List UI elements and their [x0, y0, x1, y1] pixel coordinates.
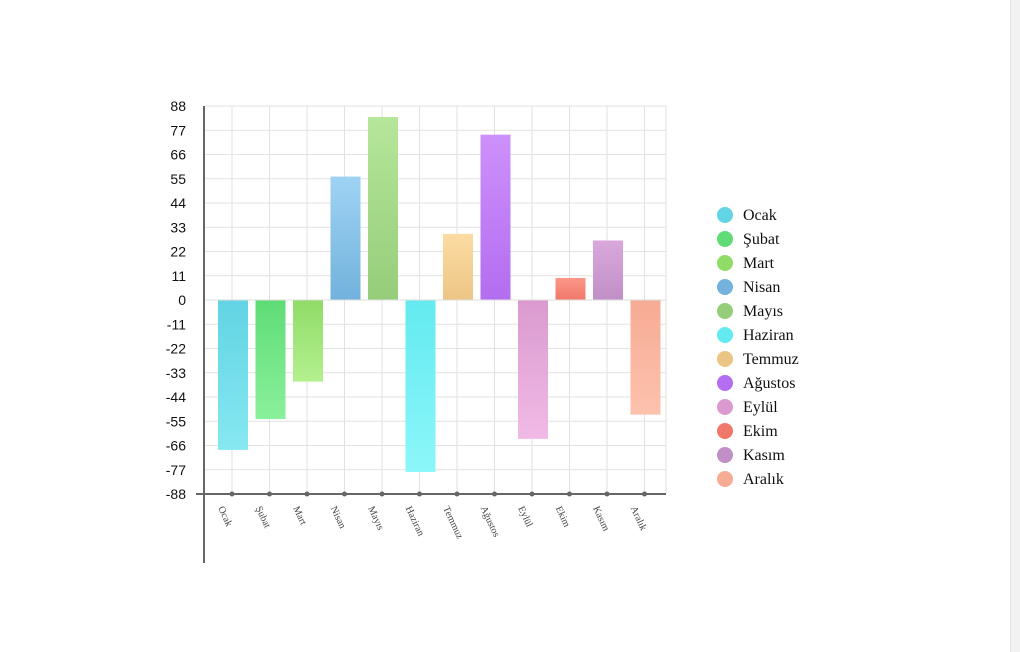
bar-nisan[interactable] [330, 176, 361, 300]
x-tick-label: Temmuz [440, 505, 465, 542]
y-tick-label: -66 [166, 438, 186, 454]
bar-eylül[interactable] [518, 300, 548, 439]
x-tick-label: Ekim [553, 505, 572, 529]
legend-swatch [717, 351, 733, 367]
y-tick-label: -55 [166, 413, 186, 429]
legend-swatch [717, 279, 733, 295]
legend-swatch [717, 423, 733, 439]
legend-label: Eylül [743, 399, 778, 416]
legend-swatch [717, 207, 733, 223]
legend-swatch [717, 303, 733, 319]
bar-haziran[interactable] [405, 300, 436, 472]
bar-ocak[interactable] [218, 300, 248, 450]
axes [196, 106, 666, 563]
legend-item-ocak[interactable]: Ocak [717, 207, 777, 224]
x-tick-dot [492, 491, 497, 497]
legend-item-şubat[interactable]: Şubat [717, 231, 780, 248]
legend-swatch [717, 447, 733, 463]
legend-label: Ekim [743, 423, 778, 440]
y-tick-label: 22 [170, 244, 186, 260]
x-tick-label: Mayıs [365, 505, 386, 532]
legend-item-temmuz[interactable]: Temmuz [717, 351, 799, 368]
y-tick-label: 11 [171, 268, 186, 284]
legend-item-nisan[interactable]: Nisan [717, 279, 780, 296]
legend-label: Aralık [743, 471, 784, 488]
y-tick-label: -22 [166, 341, 186, 357]
legend-item-mayıs[interactable]: Mayıs [717, 303, 783, 320]
y-tick-label: -11 [167, 316, 186, 332]
legend-label: Ocak [743, 207, 777, 224]
x-tick-dot [342, 491, 347, 497]
y-tick-label: -77 [166, 462, 186, 478]
y-tick-label: 33 [170, 219, 186, 235]
legend-item-ekim[interactable]: Ekim [717, 423, 778, 440]
x-tick-label: Kasım [590, 505, 611, 534]
legend-item-ağustos[interactable]: Ağustos [717, 375, 795, 392]
y-tick-label: 44 [170, 195, 186, 211]
y-tick-label: -33 [166, 365, 186, 381]
legend: Ocak Şubat Mart Nisan Mayıs Haziran Temmuz Ağus… [717, 207, 799, 488]
bar-aralık[interactable] [630, 300, 661, 415]
x-tick-dot [529, 491, 535, 497]
x-tick-dot [417, 491, 422, 497]
x-tick-label: Ocak [215, 505, 234, 529]
x-tick-dot [267, 491, 272, 497]
x-tick-label: Şubat [253, 505, 273, 530]
x-tick-label: Haziran [403, 505, 426, 538]
y-tick-label: -44 [166, 389, 186, 405]
x-tick-label: Nisan [328, 505, 348, 531]
legend-item-kasım[interactable]: Kasım [717, 447, 785, 464]
legend-label: Mayıs [743, 303, 783, 320]
y-tick-label: 66 [170, 147, 186, 163]
x-tick-dot [567, 491, 572, 497]
legend-label: Ağustos [743, 375, 795, 392]
legend-swatch [717, 375, 733, 391]
scrollbar-track[interactable] [1010, 0, 1020, 652]
x-tick-label: Mart [290, 505, 308, 527]
bar-mart[interactable] [293, 300, 323, 382]
legend-label: Mart [743, 255, 775, 272]
y-tick-label: 0 [178, 292, 186, 308]
x-tick-label: Eylül [515, 505, 534, 529]
legend-label: Temmuz [743, 351, 799, 368]
bar-ağustos[interactable] [480, 134, 511, 300]
legend-item-haziran[interactable]: Haziran [717, 327, 794, 344]
y-tick-label: 77 [170, 122, 186, 138]
legend-swatch [717, 231, 733, 247]
y-tick-label: -88 [166, 486, 186, 502]
legend-item-aralık[interactable]: Aralık [717, 471, 784, 488]
bar-temmuz[interactable] [443, 233, 473, 300]
x-axis-tick-labels: Ocak Şubat Mart Nisan Mayıs Haziran Temmuz Ağus… [215, 505, 648, 542]
bar-şubat[interactable] [255, 300, 286, 420]
x-tick-dot [642, 491, 647, 497]
legend-swatch [717, 327, 733, 343]
legend-item-mart[interactable]: Mart [717, 255, 775, 272]
legend-label: Nisan [743, 279, 780, 296]
legend-swatch [717, 255, 733, 271]
y-tick-label: 55 [170, 171, 186, 187]
x-tick-dot [454, 491, 460, 497]
x-tick-dot [304, 491, 310, 497]
legend-swatch [717, 399, 733, 415]
bar-kasım[interactable] [593, 240, 623, 300]
y-axis-tick-labels: 88 77 66 55 44 33 22 11 0 -11 -22 -33 -44 -55 -66 -77 -8… [166, 98, 186, 502]
bar-mayıs[interactable] [368, 117, 398, 300]
legend-label: Şubat [743, 231, 780, 248]
x-tick-label: Aralık [628, 505, 649, 533]
x-tick-dot [379, 491, 385, 497]
x-tick-label: Ağustos [478, 505, 502, 539]
legend-swatch [717, 471, 733, 487]
bars [218, 117, 661, 472]
legend-label: Haziran [743, 327, 794, 344]
legend-label: Kasım [743, 447, 785, 464]
x-tick-dot [604, 491, 610, 497]
legend-item-eylül[interactable]: Eylül [717, 399, 778, 416]
x-tick-dot [229, 491, 235, 497]
y-tick-label: 88 [170, 98, 186, 114]
bar-ekim[interactable] [555, 277, 586, 300]
